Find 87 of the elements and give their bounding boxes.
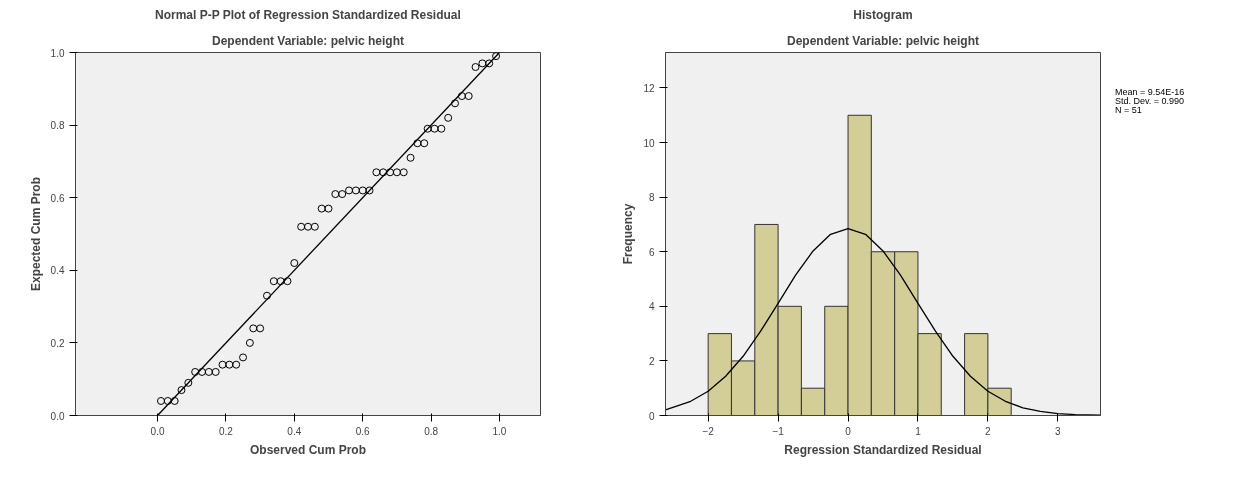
- x-tick-label: 0.8: [424, 425, 439, 437]
- y-tick-label: 0.6: [50, 192, 65, 204]
- point: [437, 124, 446, 133]
- chart-subtitle: Dependent Variable: pelvic height: [211, 33, 405, 48]
- chart-title: Histogram: [853, 7, 913, 22]
- point: [269, 277, 278, 286]
- point: [198, 367, 207, 376]
- point: [358, 186, 367, 195]
- point: [156, 396, 165, 405]
- y-tick-label: 4: [648, 301, 655, 313]
- point: [324, 204, 333, 213]
- y-tick-label: 12: [643, 82, 655, 94]
- x-tick-label: 0.6: [355, 425, 371, 437]
- x-tick-label: 1: [915, 425, 922, 437]
- point: [163, 396, 172, 405]
- point: [338, 190, 347, 199]
- y-tick-label: 6: [648, 246, 655, 258]
- point: [211, 367, 220, 376]
- point: [392, 168, 401, 177]
- chart-title: Normal P-P Plot of Regression Standardized Residual: [154, 7, 461, 22]
- x-tick-label: 2: [985, 425, 992, 437]
- point: [310, 222, 319, 231]
- point: [457, 92, 466, 101]
- point: [420, 139, 429, 148]
- point: [262, 291, 271, 300]
- point: [331, 190, 340, 199]
- text: Mean = 9.54E-16: [1115, 87, 1185, 97]
- x-tick-label: −1: [772, 425, 785, 437]
- point: [444, 113, 453, 122]
- point: [372, 168, 381, 177]
- point: [492, 52, 501, 61]
- y-tick-label: 0.4: [50, 265, 65, 277]
- y-axis-title: Frequency: [621, 203, 636, 265]
- x-tick-label: 0: [845, 425, 852, 437]
- point: [365, 186, 374, 195]
- x-tick-label: 0.4: [287, 425, 302, 437]
- point: [478, 59, 487, 68]
- point: [471, 63, 480, 72]
- point: [430, 124, 439, 133]
- y-tick-label: 10: [643, 137, 655, 149]
- point: [218, 360, 227, 369]
- x-axis-title: Regression Standardized Residual: [784, 442, 982, 457]
- y-tick-label: 0.0: [50, 410, 65, 422]
- point: [204, 367, 213, 376]
- point: [413, 139, 422, 148]
- text: Std. Dev. = 0.990: [1115, 96, 1185, 106]
- point: [191, 367, 200, 376]
- point: [406, 153, 415, 162]
- x-tick-label: 0.0: [150, 425, 165, 437]
- point: [351, 186, 360, 195]
- y-axis-title: Expected Cum Prob: [28, 176, 43, 292]
- point: [290, 259, 299, 268]
- point: [239, 353, 248, 362]
- point: [485, 59, 494, 68]
- point: [232, 360, 241, 369]
- point: [283, 277, 292, 286]
- point: [177, 386, 186, 395]
- point: [276, 277, 285, 286]
- x-tick-label: 0.2: [218, 425, 234, 437]
- text: N = 51: [1115, 105, 1142, 115]
- point: [170, 396, 179, 405]
- x-tick-label: 1.0: [492, 425, 507, 437]
- point: [379, 168, 388, 177]
- y-tick-label: 0: [648, 410, 655, 422]
- point: [386, 168, 395, 177]
- chart-subtitle: Dependent Variable: pelvic height: [786, 33, 980, 48]
- point: [225, 360, 234, 369]
- x-tick-label: 3: [1055, 425, 1062, 437]
- y-tick-label: 8: [648, 192, 655, 204]
- point: [464, 92, 473, 101]
- point: [184, 378, 193, 387]
- point: [451, 99, 460, 108]
- x-axis-title: Observed Cum Prob: [249, 442, 367, 457]
- point: [249, 324, 258, 333]
- point: [345, 186, 354, 195]
- point: [297, 222, 306, 231]
- y-tick-label: 0.8: [50, 120, 65, 132]
- y-tick-label: 0.2: [50, 337, 65, 349]
- point: [317, 204, 326, 213]
- point: [304, 222, 312, 231]
- y-tick-label: 1.0: [50, 47, 65, 59]
- point: [423, 124, 432, 133]
- point: [256, 324, 265, 333]
- x-tick-label: −2: [702, 425, 715, 437]
- point: [245, 338, 254, 347]
- y-tick-label: 2: [648, 355, 655, 367]
- point: [399, 168, 408, 177]
